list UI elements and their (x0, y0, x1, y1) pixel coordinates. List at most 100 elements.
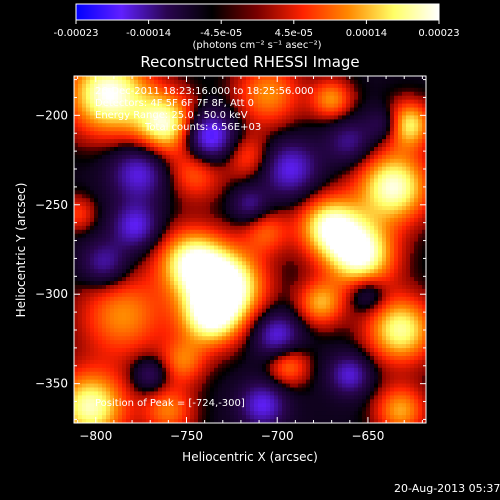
heatmap-cell (322, 174, 327, 180)
heatmap-cell (158, 257, 163, 262)
heatmap-cell (306, 154, 311, 160)
heatmap-cell (126, 91, 131, 97)
heatmap-cell (398, 182, 403, 188)
heatmap-cell (390, 214, 395, 219)
heatmap-cell (418, 194, 423, 199)
heatmap-cell (206, 284, 211, 290)
heatmap-cell (414, 127, 419, 132)
heatmap-cell (410, 131, 415, 136)
heatmap-cell (374, 249, 379, 255)
heatmap-cell (322, 214, 327, 219)
heatmap-cell (154, 269, 159, 274)
heatmap-cell (410, 281, 415, 286)
heatmap-cell (378, 95, 383, 101)
heatmap-cell (378, 107, 383, 113)
heatmap-cell (214, 127, 219, 132)
heatmap-cell (390, 91, 395, 97)
heatmap-cell (146, 76, 151, 81)
heatmap-cell (274, 217, 279, 223)
heatmap-cell (326, 143, 331, 148)
heatmap-cell (90, 123, 95, 128)
heatmap-cell (158, 158, 163, 164)
heatmap-cell (234, 158, 239, 164)
heatmap-cell (234, 249, 239, 255)
heatmap-cell (406, 241, 411, 247)
heatmap-cell (210, 206, 215, 211)
heatmap-cell (382, 198, 387, 203)
heatmap-cell (122, 214, 127, 219)
heatmap-cell (398, 158, 403, 164)
heatmap-cell (186, 115, 191, 120)
heatmap-cell (422, 241, 426, 247)
heatmap-cell (258, 131, 263, 136)
heatmap-cell (382, 182, 387, 188)
heatmap-cell (242, 217, 247, 223)
heatmap-cell (250, 158, 255, 164)
heatmap-cell (106, 217, 111, 223)
heatmap-cell (122, 178, 127, 184)
heatmap-cell (206, 269, 211, 274)
heatmap-cell (218, 261, 223, 266)
heatmap-cell (322, 253, 327, 258)
heatmap-cell (86, 281, 91, 286)
heatmap-cell (182, 296, 187, 302)
heatmap-cell (74, 292, 79, 298)
heatmap-cell (414, 221, 419, 227)
heatmap-cell (182, 131, 187, 136)
heatmap-cell (90, 131, 95, 136)
heatmap-cell (374, 217, 379, 223)
heatmap-cell (202, 79, 207, 85)
heatmap-cell (130, 217, 135, 223)
heatmap-cell (350, 170, 355, 176)
heatmap-cell (186, 296, 191, 302)
heatmap-cell (330, 143, 335, 148)
heatmap-cell (234, 107, 239, 113)
heatmap-cell (250, 229, 255, 235)
heatmap-cell (242, 277, 247, 282)
heatmap-cell (90, 76, 95, 81)
heatmap-cell (242, 225, 247, 231)
heatmap-cell (238, 229, 243, 235)
heatmap-cell (138, 284, 143, 290)
heatmap-cell (214, 261, 219, 266)
heatmap-cell (210, 202, 215, 207)
heatmap-cell (346, 166, 351, 172)
heatmap-cell (206, 202, 211, 207)
heatmap-cell (198, 119, 203, 124)
heatmap-cell (358, 217, 363, 223)
heatmap-cell (142, 198, 147, 203)
heatmap-cell (226, 95, 231, 101)
heatmap-cell (374, 225, 379, 231)
heatmap-cell (150, 166, 155, 172)
heatmap-cell (222, 206, 227, 211)
heatmap-cell (258, 194, 263, 199)
heatmap-cell (178, 296, 183, 302)
heatmap-cell (222, 166, 227, 172)
heatmap-cell (166, 288, 171, 294)
heatmap-cell (142, 245, 147, 251)
heatmap-cell (410, 245, 415, 251)
heatmap-cell (78, 182, 83, 188)
heatmap-cell (106, 296, 111, 302)
heatmap-cell (158, 103, 163, 109)
heatmap-cell (366, 241, 371, 247)
heatmap-cell (246, 115, 251, 120)
heatmap-cell (90, 107, 95, 113)
heatmap-cell (138, 281, 143, 286)
heatmap-cell (218, 269, 223, 274)
heatmap-cell (382, 273, 387, 278)
heatmap-cell (278, 214, 283, 219)
heatmap-cell (242, 131, 247, 136)
heatmap-cell (382, 292, 387, 298)
heatmap-cell (258, 158, 263, 164)
heatmap-cell (362, 127, 367, 132)
heatmap-cell (182, 178, 187, 184)
heatmap-cell (142, 269, 147, 274)
heatmap-cell (378, 150, 383, 156)
heatmap-cell (110, 273, 115, 278)
heatmap-cell (302, 217, 307, 223)
heatmap-cell (222, 83, 227, 89)
heatmap-cell (402, 221, 407, 227)
heatmap-cell (134, 111, 139, 117)
heatmap-cell (162, 229, 167, 235)
